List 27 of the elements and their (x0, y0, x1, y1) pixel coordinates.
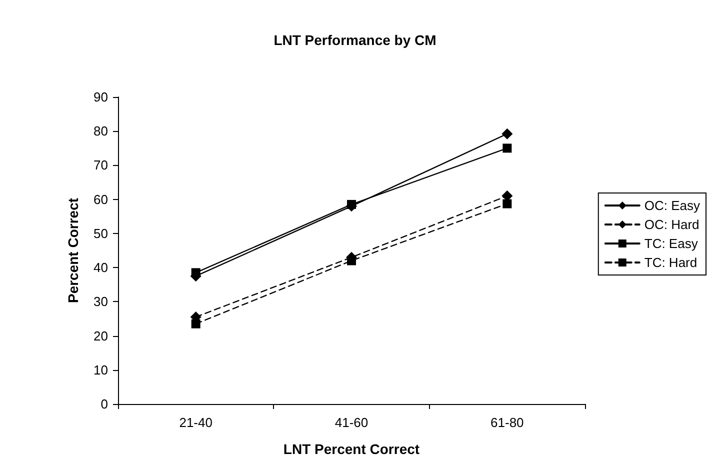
point (502, 199, 512, 208)
point (191, 319, 200, 328)
legend-label: OC: Hard (644, 217, 700, 232)
point (347, 200, 356, 209)
y-tick-label: 70 (94, 158, 108, 173)
y-tick-label: 40 (94, 260, 108, 276)
y-tick-label: 20 (94, 328, 108, 344)
y-tick-label: 30 (94, 294, 108, 310)
y-tick-label: 50 (94, 226, 108, 241)
y-tick-label: 0 (100, 396, 108, 412)
chart-title: LNT Performance by CM (274, 32, 436, 48)
point (502, 144, 512, 153)
legend-label: OC: Easy (644, 198, 700, 213)
x-axis-title: LNT Percent Correct (283, 441, 420, 457)
y-axis-title: Percent Correct (65, 198, 81, 304)
legend-label: TC: Hard (644, 255, 698, 270)
x-tick-label: 21-40 (179, 415, 212, 430)
y-tick-label: 60 (94, 192, 108, 207)
y-tick-label: 10 (94, 362, 108, 378)
point (502, 128, 513, 140)
y-tick-label: 90 (94, 90, 108, 104)
y-tick-label: 80 (94, 124, 108, 139)
legend-label: TC: Easy (644, 236, 698, 251)
point (347, 256, 356, 266)
point (191, 268, 200, 278)
x-tick-label: 41-60 (334, 415, 368, 430)
x-tick-label: 61-80 (490, 415, 524, 430)
